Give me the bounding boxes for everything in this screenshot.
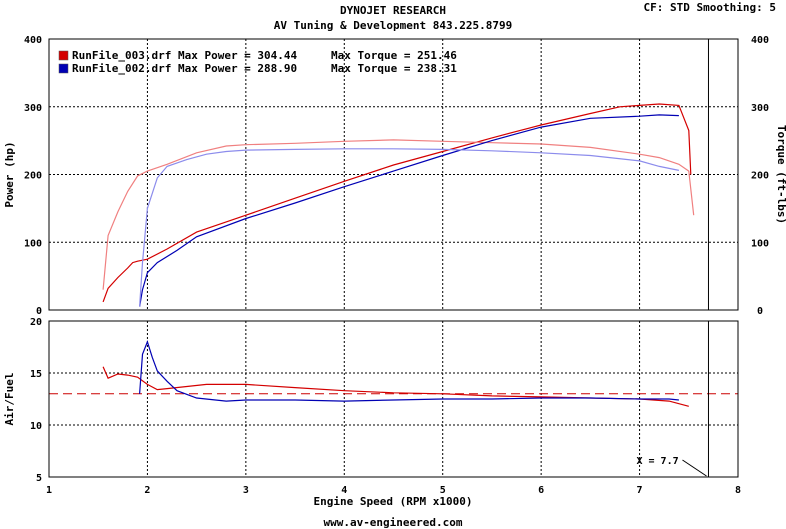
y-right-tick-label: 300 [751,103,769,114]
x-tick-label: 1 [46,485,52,496]
y-tick-label: 0 [36,306,42,317]
legend-swatch [58,63,69,74]
power-torque-plot: 0 100 200 300 400 0 100 200 300 400 Power (hp) Torq… [3,35,786,317]
y-axis-label: Power (hp) [3,141,16,207]
x-tick-label: 2 [144,485,150,496]
legend-torque-entry: Max Torque = 251.46 [331,49,457,62]
y-tick-label: 5 [36,473,42,484]
x-tick-label: 5 [440,485,446,496]
y-right-tick-label: 400 [751,35,769,46]
runfile-002-drf-power-line [139,114,679,307]
x-tick-label: 8 [735,485,741,496]
x-tick-label: 6 [538,485,544,496]
x-tick-label: 7 [637,485,643,496]
x-tick-label: 3 [243,485,249,496]
cursor-pointer [682,459,707,477]
y-tick-label: 15 [30,369,42,380]
legend-entry: RunFile_002.drf Max Power = 288.90 [72,62,297,75]
runfile-002-drf-torque-line [139,148,680,307]
cursor-label: X = 7.7 [636,456,678,467]
chart-subtitle: AV Tuning & Development 843.225.8799 [274,19,512,32]
y-right-axis-label: Torque (ft-lbs) [775,125,786,224]
air-fuel-plot: 5 10 15 20 1 2 3 4 5 6 7 8 Air/Fuel X = 7.7 [3,317,741,496]
legend-torque-entry: Max Torque = 238.31 [331,62,457,75]
plot-frame [48,320,739,478]
x-axis-label: Engine Speed (RPM x1000) [314,495,473,508]
y-tick-label: 20 [30,317,42,328]
runfile-002-drf-line [139,339,679,402]
settings-label: CF: STD Smoothing: 5 [644,1,776,14]
runfile-003-drf-torque-line [102,139,695,290]
runfile-003-drf-power-line [102,103,692,303]
y-tick-label: 10 [30,421,42,432]
y-tick-label: 400 [24,35,42,46]
y-axis-label: Air/Fuel [3,373,16,426]
chart-title: DYNOJET RESEARCH [340,4,446,17]
y-tick-label: 300 [24,103,42,114]
y-tick-label: 200 [24,171,42,182]
x-tick-label: 4 [341,485,347,496]
y-tick-label: 100 [24,238,42,249]
legend-swatch [58,50,69,61]
plot-frame [48,38,739,311]
y-right-tick-label: 0 [757,306,763,317]
y-right-tick-label: 200 [751,171,769,182]
y-right-tick-label: 100 [751,238,769,249]
legend-entry: RunFile_003.drf Max Power = 304.44 [72,49,298,62]
legend: RunFile_003.drf Max Power = 304.44 Max To… [58,49,457,75]
footer-url: www.av-engineered.com [323,516,462,529]
